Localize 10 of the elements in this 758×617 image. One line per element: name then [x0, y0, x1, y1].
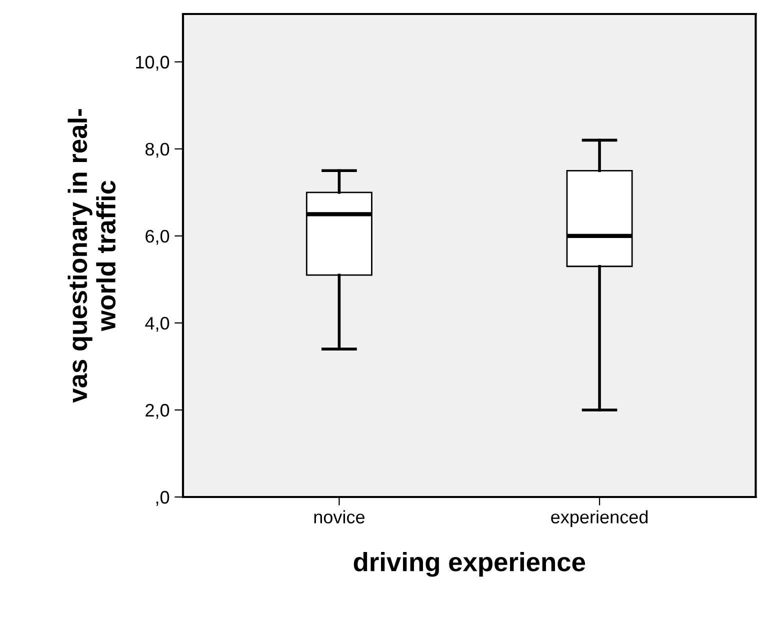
y-tick-label: 8,0	[145, 142, 170, 158]
y-tick-label: 2,0	[146, 404, 170, 419]
y-axis-title: vas questionary in real- world traffic	[68, 109, 116, 403]
y-tick-label: 10,0	[136, 56, 170, 71]
y-tick-label: 6,0	[146, 230, 170, 245]
x-tick-label: experienced	[551, 510, 648, 528]
y-tick-label: ,0	[156, 490, 170, 506]
x-tick-label: novice	[314, 510, 364, 524]
x-axis-title: driving experience	[354, 552, 586, 577]
y-tick-label: 4,0	[145, 316, 170, 332]
